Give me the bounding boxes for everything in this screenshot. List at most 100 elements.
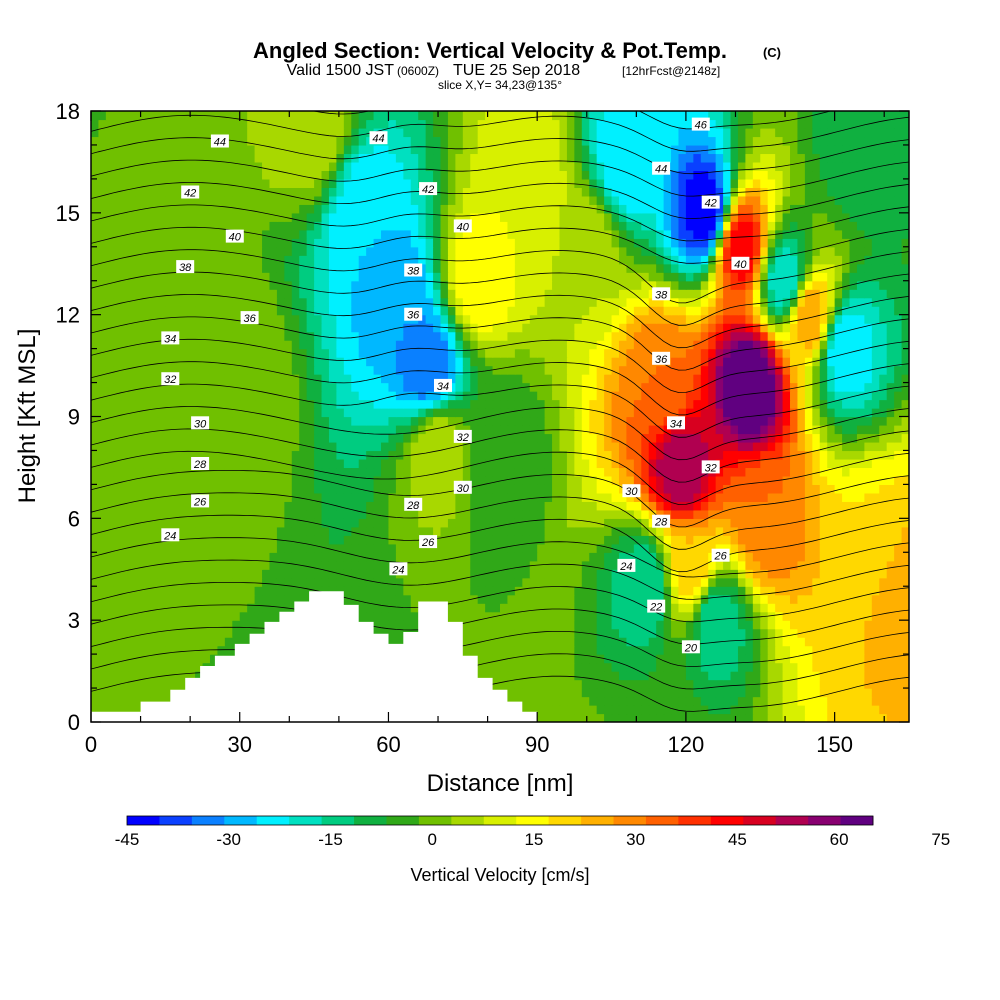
velocity-cell bbox=[135, 552, 144, 562]
velocity-cell bbox=[894, 637, 903, 647]
velocity-cell bbox=[180, 577, 189, 587]
velocity-cell bbox=[767, 654, 776, 664]
velocity-cell bbox=[879, 374, 888, 384]
velocity-cell bbox=[269, 475, 278, 485]
velocity-cell bbox=[671, 662, 680, 672]
velocity-cell bbox=[522, 637, 531, 647]
velocity-cell bbox=[500, 679, 509, 689]
velocity-cell bbox=[894, 586, 903, 596]
velocity-cell bbox=[128, 416, 137, 426]
velocity-cell bbox=[120, 484, 129, 494]
velocity-cell bbox=[314, 509, 323, 519]
velocity-cell bbox=[254, 552, 263, 562]
velocity-cell bbox=[522, 458, 531, 469]
velocity-cell bbox=[462, 543, 471, 553]
velocity-cell bbox=[901, 458, 909, 469]
velocity-cell bbox=[730, 484, 739, 494]
velocity-cell bbox=[864, 603, 873, 613]
velocity-cell bbox=[462, 475, 471, 485]
velocity-cell bbox=[596, 552, 605, 562]
velocity-cell bbox=[797, 526, 806, 536]
velocity-cell bbox=[433, 391, 442, 401]
velocity-cell bbox=[581, 441, 590, 452]
velocity-cell bbox=[812, 645, 821, 655]
velocity-cell bbox=[232, 543, 241, 553]
velocity-cell bbox=[492, 552, 501, 562]
velocity-cell bbox=[351, 569, 360, 579]
velocity-cell bbox=[856, 365, 865, 375]
velocity-cell bbox=[886, 679, 895, 689]
velocity-cell bbox=[514, 586, 523, 596]
velocity-cell bbox=[165, 637, 174, 647]
velocity-cell bbox=[819, 543, 828, 553]
velocity-cell bbox=[760, 433, 769, 443]
velocity-cell bbox=[113, 628, 122, 638]
velocity-cell bbox=[291, 475, 300, 485]
velocity-cell bbox=[544, 654, 553, 664]
velocity-cell bbox=[537, 594, 546, 604]
velocity-cell bbox=[685, 671, 694, 681]
velocity-cell bbox=[871, 611, 880, 621]
velocity-cell bbox=[470, 628, 479, 638]
velocity-cell bbox=[552, 577, 561, 587]
velocity-cell bbox=[209, 637, 219, 647]
velocity-cell bbox=[842, 671, 851, 681]
velocity-cell bbox=[500, 458, 509, 469]
velocity-cell bbox=[254, 526, 263, 536]
velocity-cell bbox=[306, 331, 315, 341]
velocity-cell bbox=[819, 713, 828, 722]
velocity-cell bbox=[150, 450, 159, 460]
velocity-cell bbox=[901, 424, 909, 435]
velocity-cell bbox=[767, 594, 776, 604]
velocity-cell bbox=[455, 509, 464, 519]
velocity-cell bbox=[641, 696, 650, 706]
velocity-cell bbox=[871, 509, 880, 519]
velocity-cell bbox=[782, 399, 791, 409]
velocity-cell bbox=[901, 620, 909, 630]
velocity-cell bbox=[462, 645, 471, 655]
velocity-cell bbox=[485, 509, 494, 519]
velocity-cell bbox=[373, 552, 382, 562]
velocity-cell bbox=[128, 688, 137, 698]
velocity-cell bbox=[700, 696, 709, 706]
velocity-cell bbox=[358, 374, 367, 384]
velocity-cell bbox=[693, 492, 702, 502]
velocity-cell bbox=[775, 348, 784, 358]
velocity-cell bbox=[485, 492, 494, 502]
velocity-cell bbox=[455, 501, 464, 511]
velocity-cell bbox=[685, 484, 694, 494]
velocity-cell bbox=[760, 628, 769, 638]
velocity-cell bbox=[388, 340, 397, 350]
vertical-velocity-field bbox=[91, 111, 909, 722]
velocity-cell bbox=[648, 467, 657, 477]
velocity-cell bbox=[403, 424, 412, 435]
velocity-cell bbox=[522, 509, 531, 519]
velocity-cell bbox=[254, 365, 263, 375]
velocity-cell bbox=[804, 645, 813, 655]
velocity-cell bbox=[403, 433, 412, 443]
velocity-cell bbox=[239, 603, 248, 613]
velocity-cell bbox=[566, 628, 575, 638]
velocity-cell bbox=[871, 458, 880, 469]
velocity-cell bbox=[775, 441, 784, 452]
velocity-cell bbox=[559, 509, 568, 519]
velocity-cell bbox=[209, 382, 219, 392]
velocity-cell bbox=[157, 484, 166, 494]
velocity-cell bbox=[804, 569, 813, 579]
velocity-cell bbox=[284, 365, 293, 375]
velocity-cell bbox=[209, 357, 219, 367]
velocity-cell bbox=[782, 424, 791, 435]
velocity-cell bbox=[447, 399, 456, 409]
velocity-cell bbox=[120, 391, 129, 401]
velocity-cell bbox=[656, 611, 665, 621]
velocity-cell bbox=[723, 654, 732, 664]
velocity-cell bbox=[187, 620, 196, 630]
velocity-cell bbox=[143, 671, 152, 681]
velocity-cell bbox=[440, 416, 449, 426]
velocity-cell bbox=[291, 374, 300, 384]
velocity-cell bbox=[842, 628, 851, 638]
velocity-cell bbox=[418, 594, 427, 604]
velocity-cell bbox=[187, 331, 196, 341]
velocity-cell bbox=[700, 560, 709, 570]
velocity-cell bbox=[581, 637, 590, 647]
